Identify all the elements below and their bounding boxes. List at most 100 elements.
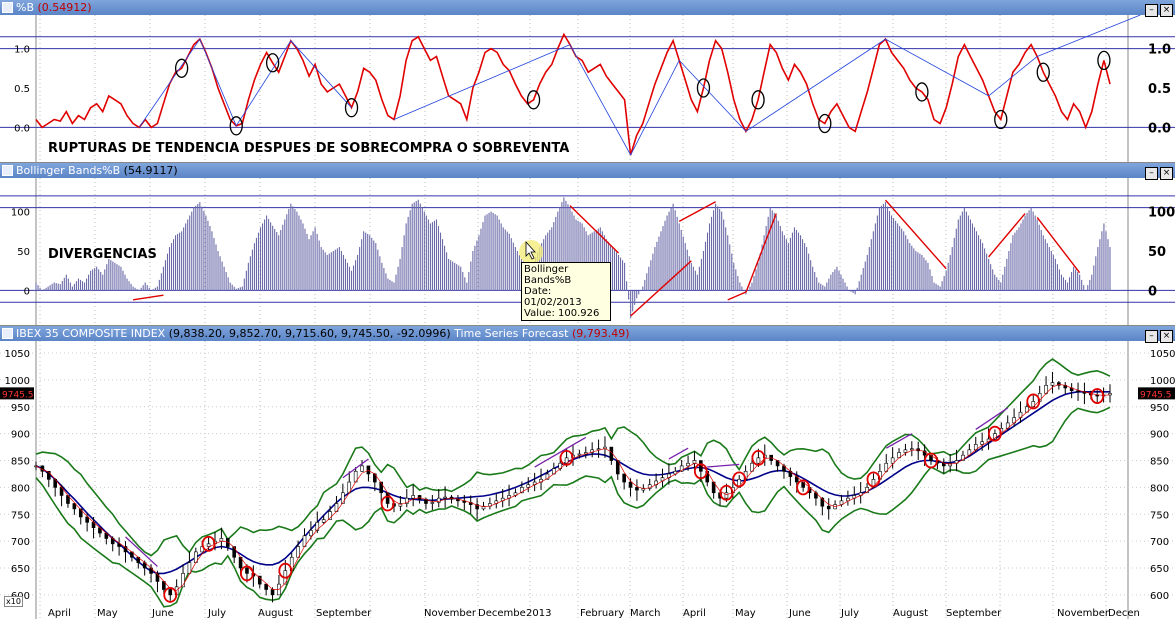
price-candle <box>117 543 121 547</box>
price-candle <box>545 473 550 480</box>
signal-marker <box>201 535 216 552</box>
signal-marker <box>693 463 708 480</box>
price-candle <box>232 546 236 558</box>
trend-line <box>885 38 989 97</box>
y-tick-label-right: 0.0 <box>1148 121 1171 136</box>
y-tick-label-right: 600 <box>1150 591 1169 602</box>
price-candle <box>590 449 594 453</box>
forecast-label: Time Series Forecast <box>454 327 569 340</box>
x-tick-label: February <box>580 608 625 619</box>
x-tick-label: May <box>735 608 756 619</box>
divergence-line <box>885 433 913 449</box>
price-titlebar[interactable]: IBEX 35 COMPOSITE INDEX (9,838.20, 9,852… <box>0 326 1175 343</box>
pane-menu-icon[interactable] <box>2 165 13 176</box>
price-candle <box>181 573 185 588</box>
x-tick-label: September <box>946 608 1002 619</box>
x-tick-label: November <box>1057 608 1110 619</box>
breakout-marker <box>265 53 280 73</box>
tooltip-series: Bollinger Bands%B <box>524 264 572 286</box>
price-candle <box>360 465 364 472</box>
trend-line <box>678 60 747 132</box>
percent-b-titlebar[interactable]: %B (0.54912) – × <box>0 0 1175 17</box>
breakout-marker <box>696 78 711 98</box>
y-tick-label-right: 900 <box>1150 430 1169 441</box>
price-candle <box>341 492 345 504</box>
price-candle <box>85 516 89 523</box>
price-candle <box>366 465 371 475</box>
bollinger-b-titlebar[interactable]: Bollinger Bands%B (54.9117) – × <box>0 163 1175 180</box>
divergence-line <box>668 447 689 460</box>
breakout-marker <box>344 98 359 118</box>
price-candle <box>865 487 869 494</box>
divergence-line <box>884 199 947 270</box>
pane-annotation: RUPTURAS DE TENDENCIA DESPUES DE SOBRECO… <box>48 141 569 156</box>
price-candle <box>321 519 326 523</box>
x-tick-label: Decen <box>1108 608 1140 619</box>
y-tick-label-left: 1.0 <box>14 45 30 56</box>
price-candle <box>206 543 211 547</box>
y-tick-label-right: 1050 <box>1150 349 1175 360</box>
y-tick-label-left: 750 <box>11 510 30 521</box>
percent-b-chart[interactable]: 1.0 1.0 0.5 0.5 0.0 0.0 RUPTURAS DE TENDENCIA … <box>0 15 1175 162</box>
x-tick-label: March <box>630 608 661 619</box>
pane-menu-icon[interactable] <box>2 2 13 13</box>
last-price-text-left: 9745.5 <box>2 390 34 400</box>
data-tooltip: Bollinger Bands%B Date: 01/02/2013 Value… <box>521 262 611 321</box>
bollinger-b-chart[interactable]: 100 100 50 50 0 0 DIVERGENCIAS <box>0 178 1175 326</box>
price-candle <box>296 546 300 558</box>
minimize-button[interactable]: – <box>1145 330 1158 343</box>
signal-marker <box>796 479 811 496</box>
price-chart[interactable]: 1050 1050 1000 1000 950 950 900 900 850 850 800 800… <box>0 341 1175 619</box>
divergence-line <box>988 213 1026 258</box>
percent-b-value: (0.54912) <box>37 1 92 14</box>
price-candle <box>225 538 230 547</box>
price-candle <box>155 573 160 582</box>
price-candle <box>628 481 633 488</box>
trend-line <box>290 40 352 108</box>
y-tick-label-left: 0.0 <box>14 123 30 134</box>
x-tick-label: September <box>316 608 372 619</box>
price-candle <box>903 449 908 453</box>
minimize-button[interactable]: – <box>1145 167 1158 180</box>
price-candle <box>1050 382 1055 386</box>
divergence-line <box>569 205 619 254</box>
price-candle <box>826 505 831 510</box>
y-tick-label-left: 1050 <box>5 349 30 360</box>
x-tick-label: July <box>841 608 859 619</box>
trend-line <box>138 38 201 128</box>
close-button[interactable]: × <box>1160 167 1173 180</box>
x-tick-label: August <box>893 608 928 619</box>
x-tick-label: June <box>789 608 811 619</box>
close-button[interactable]: × <box>1160 4 1173 17</box>
y-tick-label-left: 50 <box>17 247 30 258</box>
price-candle <box>1057 382 1061 386</box>
signal-marker <box>988 425 1002 442</box>
divergence-line <box>1036 217 1081 274</box>
percent-b-pane: %B (0.54912) – × 1.0 1.0 0.5 0.5 0.0 0.0 RUPTUR… <box>0 0 1175 162</box>
pane-menu-icon[interactable] <box>2 328 13 339</box>
price-ohlc: (9,838.20, 9,852.70, 9,715.60, 9,745.50,… <box>168 327 451 340</box>
minimize-button[interactable]: – <box>1145 4 1158 17</box>
price-candle <box>443 496 447 499</box>
price-candle <box>890 457 895 464</box>
price-candle <box>72 503 77 510</box>
breakout-marker <box>751 90 765 110</box>
divergence-line <box>630 260 692 317</box>
divergence-line <box>727 291 747 301</box>
y-tick-label-right: 750 <box>1150 510 1169 521</box>
trend-line <box>393 44 571 120</box>
x-tick-label: May <box>97 608 118 619</box>
close-button[interactable]: × <box>1160 330 1173 343</box>
price-candle <box>404 497 409 504</box>
signal-marker <box>751 449 766 466</box>
price-candle <box>647 484 652 489</box>
price-candle <box>961 454 965 461</box>
y-tick-label-right: 0 <box>1148 284 1157 299</box>
trend-line <box>988 56 1038 97</box>
price-candle <box>948 462 952 467</box>
price-candle <box>737 479 742 488</box>
x-tick-label: July <box>208 608 226 619</box>
price-candle <box>398 503 403 507</box>
price-candle <box>315 522 320 531</box>
divergence-line <box>125 536 158 567</box>
